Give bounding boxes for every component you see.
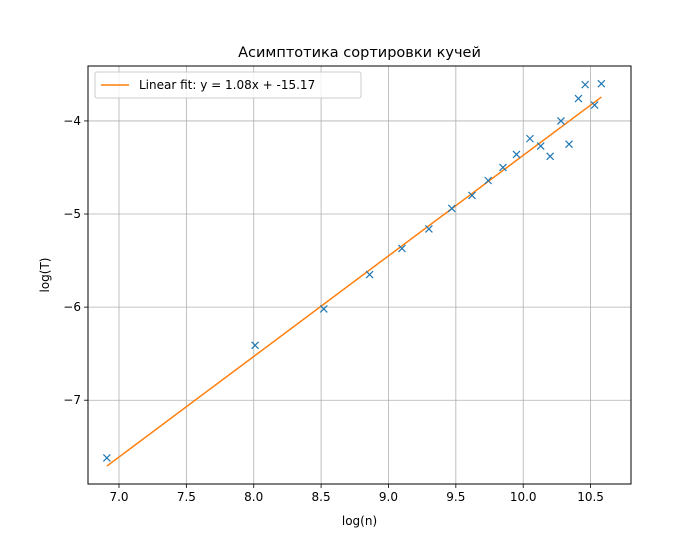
data-point: [102, 454, 111, 462]
legend: Linear fit: y = 1.08x + -15.17: [94, 71, 362, 99]
data-point: [447, 204, 456, 213]
legend-entry-linear-fit: Linear fit: y = 1.08x + -15.17: [139, 78, 315, 92]
data-point-stroke: [424, 224, 433, 233]
data-point-stroke: [581, 80, 590, 89]
y-tick-label: −4: [63, 114, 81, 128]
data-point: [398, 244, 406, 253]
data-point: [512, 150, 521, 159]
data-point: [557, 117, 565, 125]
data-point-stroke: [365, 270, 374, 279]
fit-line-layer: [106, 96, 602, 467]
data-point-stroke: [557, 117, 565, 125]
data-point: [251, 341, 260, 350]
data-point: [590, 101, 599, 110]
legend-box: [94, 71, 362, 99]
data-point-stroke: [447, 204, 456, 213]
data-point-stroke: [398, 244, 406, 253]
data-point: [499, 163, 507, 172]
y-tick-label: −7: [63, 393, 81, 407]
data-point: [319, 305, 328, 313]
plot-area-frame: [87, 65, 632, 485]
data-point-stroke: [597, 79, 606, 88]
data-point-stroke: [102, 454, 111, 462]
y-tick-label: −5: [63, 207, 81, 221]
data-point: [597, 79, 606, 88]
data-point-stroke: [468, 191, 476, 200]
data-point: [484, 176, 493, 185]
chart-title: Асимптотика сортировки кучей: [238, 45, 481, 61]
grid: [88, 66, 631, 484]
y-tick-label: −6: [63, 300, 81, 314]
data-point: [574, 94, 583, 103]
y-axis-ticks: −7 −6 −5 −4: [63, 114, 88, 407]
x-tick-label: 10.0: [510, 490, 537, 504]
data-point-stroke: [484, 176, 493, 185]
data-point: [424, 224, 433, 233]
data-point-stroke: [536, 142, 545, 150]
x-axis-ticks: 7.0 7.5 8.0 8.5 9.0 9.5 10.0 10.5: [109, 484, 604, 504]
data-point: [565, 140, 573, 149]
y-axis-label: log(T): [38, 258, 52, 293]
linear-fit-line: [106, 96, 602, 467]
x-tick-label: 7.0: [109, 490, 128, 504]
x-axis-label: log(n): [342, 514, 377, 528]
x-tick-label: 9.5: [446, 490, 465, 504]
data-point: [468, 191, 476, 200]
data-point-stroke: [512, 150, 521, 159]
x-tick-label: 8.5: [312, 490, 331, 504]
x-tick-label: 8.0: [244, 490, 263, 504]
data-point: [365, 270, 374, 279]
data-point-stroke: [251, 341, 260, 350]
data-point-stroke: [319, 305, 328, 313]
data-point-stroke: [526, 134, 534, 143]
data-point-stroke: [590, 101, 599, 110]
data-point: [581, 80, 590, 89]
data-point-stroke: [565, 140, 573, 149]
data-point-stroke: [546, 152, 555, 161]
scatter-points: [102, 79, 606, 462]
data-point: [536, 142, 545, 150]
x-tick-label: 7.5: [177, 490, 196, 504]
data-point-stroke: [574, 94, 583, 103]
x-tick-label: 10.5: [577, 490, 604, 504]
x-tick-label: 9.0: [379, 490, 398, 504]
data-point: [546, 152, 555, 161]
data-point: [526, 134, 534, 143]
data-point-stroke: [499, 163, 507, 172]
